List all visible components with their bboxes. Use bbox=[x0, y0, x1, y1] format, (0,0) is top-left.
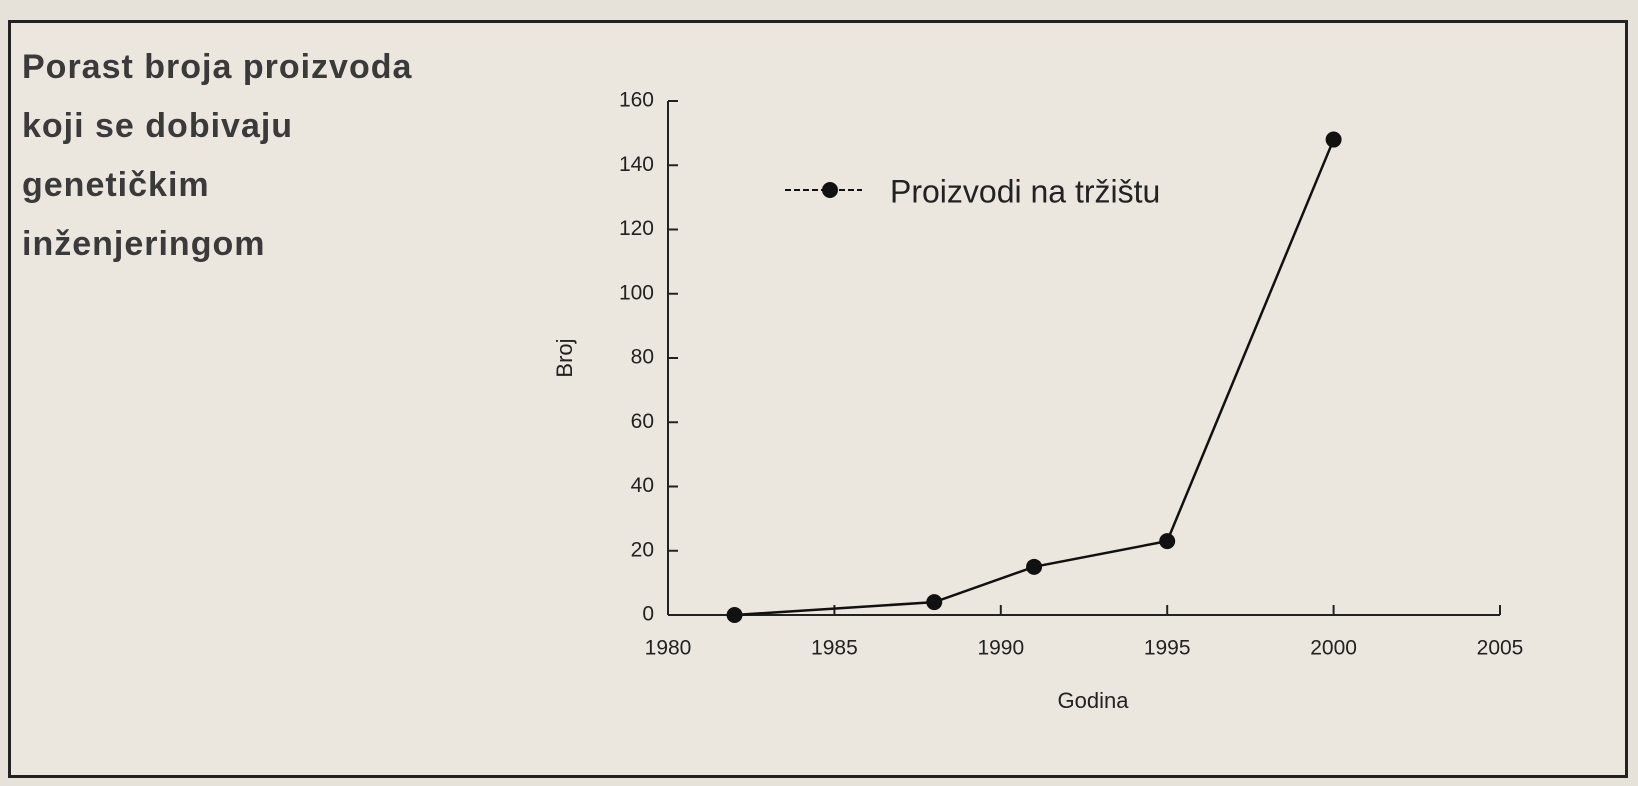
x-tick-label: 2000 bbox=[1310, 637, 1357, 660]
chart-title: Porast broja proizvoda koji se dobivaju … bbox=[22, 48, 413, 263]
x-axis-label: Godina bbox=[1058, 688, 1130, 713]
y-tick-label: 0 bbox=[642, 603, 654, 626]
data-point bbox=[1325, 131, 1342, 148]
y-tick-label: 120 bbox=[619, 217, 654, 240]
x-tick-label: 1985 bbox=[811, 637, 858, 660]
x-tick-label: 2005 bbox=[1477, 637, 1524, 660]
y-axis-label: Broj bbox=[552, 338, 577, 377]
data-point bbox=[1026, 558, 1043, 575]
legend-marker bbox=[822, 182, 838, 198]
y-tick-label: 160 bbox=[619, 89, 654, 112]
y-tick-label: 100 bbox=[619, 281, 654, 304]
data-point bbox=[726, 607, 743, 623]
legend-label: Proizvodi na tržištu bbox=[890, 173, 1160, 209]
y-tick-label: 60 bbox=[631, 410, 654, 433]
y-tick-label: 140 bbox=[619, 153, 654, 176]
y-tick-label: 40 bbox=[631, 474, 654, 497]
y-tick-label: 80 bbox=[631, 346, 654, 369]
x-tick-label: 1980 bbox=[645, 637, 692, 660]
x-tick-label: 1995 bbox=[1144, 637, 1191, 660]
x-tick-label: 1990 bbox=[977, 637, 1024, 660]
frame bbox=[8, 20, 1628, 778]
data-point bbox=[926, 594, 943, 611]
data-line bbox=[734, 139, 1335, 617]
data-point bbox=[1159, 533, 1176, 550]
y-tick-label: 20 bbox=[631, 538, 654, 561]
